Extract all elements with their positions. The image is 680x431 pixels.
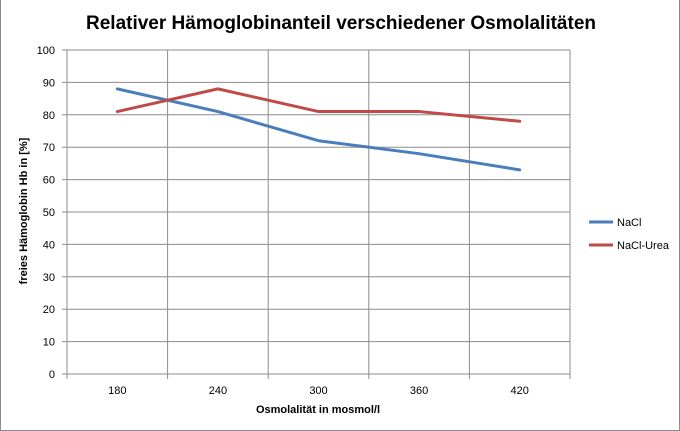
data-point bbox=[518, 120, 521, 123]
x-tick-label: 360 bbox=[410, 385, 428, 397]
data-point bbox=[216, 110, 220, 113]
x-tick-label: 420 bbox=[511, 385, 529, 397]
data-point bbox=[317, 110, 320, 113]
legend-label: NaCl-Urea bbox=[617, 240, 670, 252]
data-point bbox=[417, 110, 421, 113]
x-tick-labels: 180 240 300 360 420 bbox=[108, 385, 529, 397]
axes bbox=[62, 49, 571, 379]
y-tick-label: 10 bbox=[43, 337, 55, 349]
y-tick-label: 100 bbox=[37, 45, 55, 57]
data-point bbox=[417, 152, 421, 155]
y-tick-label: 40 bbox=[43, 239, 55, 251]
legend: NaCl NaCl-Urea bbox=[589, 217, 670, 252]
y-tick-label: 80 bbox=[43, 110, 55, 122]
data-point bbox=[518, 168, 521, 172]
y-axis-label: freies Hämoglobin Hb in [%] bbox=[18, 137, 30, 284]
chart-title: Relativer Hämoglobinanteil verschiedener… bbox=[86, 13, 596, 34]
x-tick-label: 180 bbox=[108, 385, 126, 397]
y-tick-label: 20 bbox=[43, 304, 55, 316]
data-point bbox=[116, 87, 119, 91]
y-tick-label: 0 bbox=[49, 369, 55, 381]
y-tick-label: 30 bbox=[43, 272, 55, 284]
y-tick-label: 70 bbox=[43, 142, 55, 154]
data-point bbox=[116, 110, 119, 113]
series-line-nacl-urea bbox=[115, 87, 522, 123]
legend-label: NaCl bbox=[617, 217, 641, 229]
y-tick-labels: 0 10 20 30 40 50 60 70 80 90 100 bbox=[37, 45, 55, 381]
data-point bbox=[317, 139, 320, 142]
series-line-nacl bbox=[115, 87, 522, 172]
x-axis-label: Osmolalität in mosmol/l bbox=[256, 404, 380, 416]
y-tick-label: 50 bbox=[43, 207, 55, 219]
y-tick-label: 90 bbox=[43, 77, 55, 89]
x-tick-label: 240 bbox=[209, 385, 227, 397]
y-tick-label: 60 bbox=[43, 175, 55, 187]
x-tick-label: 300 bbox=[309, 385, 327, 397]
gridlines bbox=[66, 49, 571, 374]
data-point bbox=[216, 87, 220, 91]
data-series bbox=[115, 87, 522, 172]
